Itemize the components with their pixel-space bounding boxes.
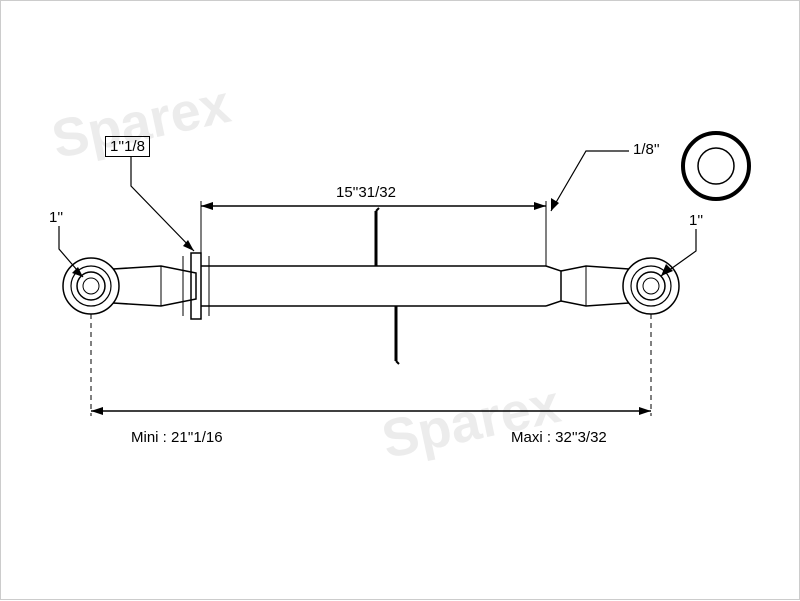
leader-right-ball: [661, 229, 696, 276]
technical-drawing: [1, 1, 800, 601]
left-ball-joint: [63, 258, 196, 314]
label-right-ball: 1'': [689, 212, 703, 229]
label-min-length: Mini : 21''1/16: [131, 429, 223, 446]
dim-tube-length: [201, 201, 546, 266]
label-right-detail: 1/8'': [633, 141, 660, 158]
label-left-washer: 1''1/8: [105, 136, 150, 157]
label-max-length: Maxi : 32''3/32: [511, 429, 607, 446]
right-ball-joint: [561, 258, 679, 314]
tube-body: [201, 266, 561, 306]
dim-overall-length: [91, 314, 651, 416]
label-tube-length: 15''31/32: [336, 184, 396, 201]
label-left-ball: 1'': [49, 209, 63, 226]
detail-washer-view: [683, 133, 749, 199]
center-handles: [376, 208, 399, 364]
leader-left-washer: [131, 156, 194, 251]
leader-right-detail: [551, 151, 629, 211]
